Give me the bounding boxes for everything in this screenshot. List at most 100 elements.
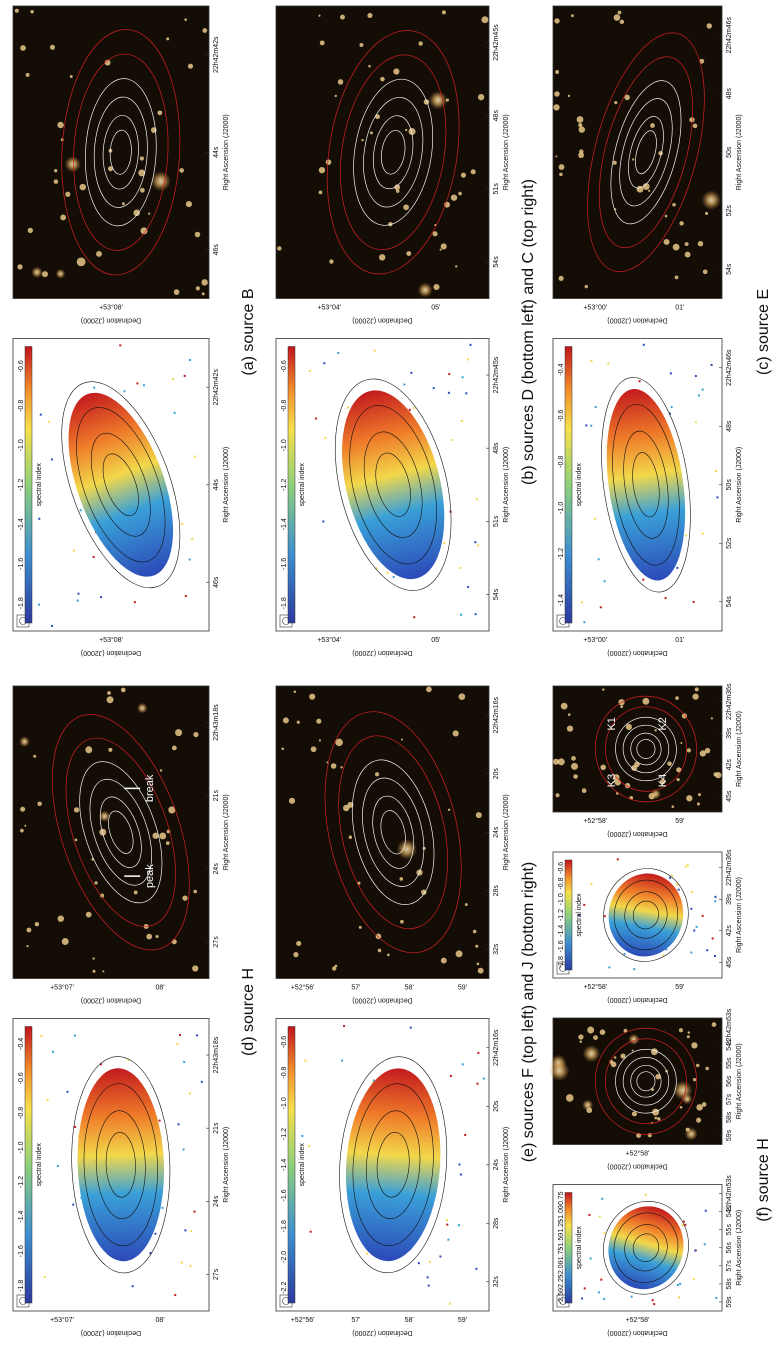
pixel	[410, 371, 413, 374]
colorbar-tick-label: -1.4	[18, 1210, 25, 1222]
contour-white	[380, 129, 406, 175]
star	[475, 944, 479, 948]
optical-overlay	[552, 5, 723, 299]
contour-white	[635, 130, 657, 175]
pixel	[308, 1145, 311, 1148]
pixel	[43, 1276, 46, 1279]
star	[136, 702, 148, 714]
star	[584, 284, 588, 289]
colorbar-tick-label: -1.4	[18, 518, 25, 530]
star	[555, 70, 560, 74]
star	[133, 890, 138, 895]
star	[375, 114, 380, 120]
star	[175, 729, 183, 737]
ra-label: Right Ascension (J2000)	[223, 447, 230, 523]
pixel	[172, 378, 175, 381]
ra-tick-label: 22h42m42s	[213, 368, 220, 405]
star	[98, 810, 111, 822]
pixel	[184, 595, 187, 598]
star	[631, 1049, 634, 1052]
star	[660, 778, 666, 785]
pixel	[50, 624, 53, 627]
star	[581, 788, 587, 794]
dec-tick-label: +53°00'	[583, 636, 607, 644]
pixel	[180, 1261, 183, 1264]
star	[54, 169, 58, 173]
star	[579, 1040, 583, 1044]
pixel	[695, 925, 698, 928]
ra-tick-label: 20s	[493, 768, 500, 780]
colorbar-tick-label: -1.6	[281, 1189, 288, 1201]
star	[701, 1102, 707, 1107]
ra-tick-label: 52s	[726, 205, 733, 217]
pixel	[633, 968, 636, 971]
contour-white	[622, 724, 670, 774]
dec-tick-label: +52°58'	[626, 1149, 650, 1157]
star	[408, 127, 416, 135]
star	[433, 283, 440, 291]
ra-tick-label: 22h42m16s	[493, 1029, 500, 1066]
star	[613, 14, 621, 21]
dec-tick-label: +53°00'	[583, 303, 607, 311]
dec-label: Declination (J2000)	[352, 317, 412, 324]
ra-tick-label: 48s	[726, 88, 733, 100]
pixel	[676, 1284, 679, 1287]
ra-tick-label: 51s	[493, 183, 500, 195]
map: 32s 28s 24s 20s 22h42m16s Right Ascension (J2…	[275, 685, 510, 1004]
pixel	[585, 424, 588, 427]
star	[60, 138, 64, 142]
star	[673, 1080, 693, 1101]
pixel	[703, 1243, 706, 1246]
ra-tick-label: 54s	[726, 596, 733, 608]
colorbar-tick-label: -1.50	[558, 1233, 565, 1249]
star	[554, 18, 560, 24]
map: 54s 52s 50s 48s 22h42m46s Right Ascension (J2…	[552, 5, 743, 324]
star	[330, 763, 337, 769]
pixel	[76, 599, 79, 602]
star	[104, 59, 111, 66]
pixel	[309, 1230, 312, 1233]
star	[696, 1117, 702, 1123]
pixel	[375, 567, 378, 570]
pixel	[403, 383, 406, 386]
star	[599, 1029, 606, 1035]
dec-tick-label: 59'	[458, 1317, 467, 1324]
star	[369, 131, 373, 135]
star	[458, 693, 466, 700]
star	[293, 690, 297, 694]
star	[357, 881, 361, 885]
ra-tick-label: 24s	[213, 863, 220, 875]
pixel	[40, 1034, 43, 1037]
ra-tick-label: 22h42m45s	[493, 24, 500, 61]
colorbar-tick-label: -2.0	[281, 1251, 288, 1263]
pixel	[371, 1081, 374, 1084]
pixel	[607, 362, 610, 365]
star	[701, 190, 722, 210]
star	[557, 758, 565, 766]
pixel	[73, 1125, 76, 1128]
star	[20, 45, 26, 51]
pixel	[693, 929, 696, 932]
pixel	[475, 1267, 478, 1270]
map: -2.2 -2.0 -1.8 -1.6 -1.4 -1.2 -1.0 -0.8 -0.6 spec…	[275, 1018, 510, 1336]
star	[64, 156, 81, 173]
emission	[608, 1206, 684, 1290]
pixel	[676, 566, 679, 569]
colorbar-tick-label: -0.4	[558, 363, 565, 375]
contour-white	[622, 1056, 670, 1106]
contour	[83, 1083, 158, 1247]
colorbar-tick-label: -0.6	[281, 360, 288, 372]
colorbar-tick-label: -1.8	[558, 956, 565, 968]
pixel	[603, 1232, 606, 1235]
star	[165, 841, 170, 846]
colorbar-label: spectral index	[36, 1143, 43, 1187]
contour-red	[338, 735, 448, 930]
pixel	[73, 1034, 76, 1037]
colorbar-tick-label: -1.2	[281, 479, 288, 491]
star	[710, 717, 714, 720]
pixel	[183, 374, 186, 377]
star	[159, 832, 167, 840]
dec-tick-label: 58'	[405, 1317, 414, 1324]
